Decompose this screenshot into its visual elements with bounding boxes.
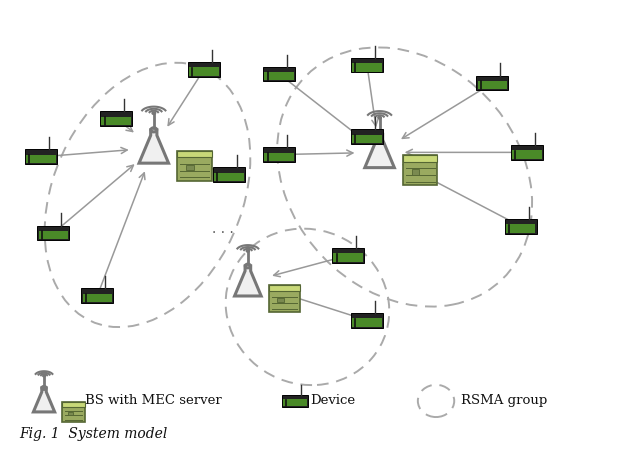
Text: Device: Device bbox=[310, 394, 356, 408]
Polygon shape bbox=[139, 130, 168, 163]
Bar bbox=[101, 117, 131, 125]
Bar bbox=[264, 72, 294, 80]
Bar bbox=[62, 402, 84, 422]
Circle shape bbox=[377, 132, 383, 136]
Bar bbox=[25, 149, 57, 164]
Bar bbox=[403, 155, 438, 162]
Bar bbox=[269, 285, 300, 291]
Bar bbox=[352, 318, 382, 327]
Polygon shape bbox=[365, 134, 394, 168]
Circle shape bbox=[151, 128, 157, 132]
Bar bbox=[264, 153, 294, 161]
Bar bbox=[283, 399, 307, 406]
Bar bbox=[38, 226, 69, 240]
Bar bbox=[333, 253, 363, 262]
Bar bbox=[282, 395, 308, 407]
Text: BS with MEC server: BS with MEC server bbox=[85, 394, 221, 408]
Polygon shape bbox=[235, 266, 261, 296]
Bar bbox=[332, 248, 364, 263]
Bar bbox=[62, 402, 84, 407]
Bar bbox=[352, 63, 382, 72]
Bar bbox=[477, 75, 508, 90]
Bar bbox=[213, 167, 245, 182]
Bar bbox=[26, 155, 56, 163]
Bar bbox=[83, 293, 112, 302]
Text: · · ·: · · · bbox=[212, 226, 234, 240]
Bar bbox=[506, 224, 536, 233]
Bar bbox=[263, 147, 295, 162]
Bar bbox=[477, 81, 508, 90]
Polygon shape bbox=[33, 388, 54, 412]
Text: RSMA group: RSMA group bbox=[461, 394, 547, 408]
Bar bbox=[505, 219, 537, 234]
Text: Fig. 1  System model: Fig. 1 System model bbox=[19, 427, 167, 441]
Bar bbox=[214, 173, 244, 181]
Circle shape bbox=[246, 250, 250, 252]
Bar bbox=[189, 68, 219, 76]
Bar bbox=[412, 170, 419, 175]
Bar bbox=[351, 129, 383, 144]
Bar bbox=[351, 58, 383, 72]
Bar bbox=[403, 155, 438, 186]
Bar bbox=[186, 165, 193, 170]
Bar bbox=[38, 231, 68, 239]
Bar bbox=[263, 67, 295, 81]
Bar bbox=[177, 151, 212, 157]
Bar bbox=[68, 412, 73, 415]
Bar bbox=[351, 313, 383, 328]
Bar bbox=[352, 135, 382, 143]
Bar bbox=[81, 288, 113, 303]
Bar bbox=[277, 298, 284, 303]
Bar bbox=[100, 112, 132, 126]
Bar bbox=[512, 150, 541, 159]
Circle shape bbox=[42, 387, 46, 389]
Circle shape bbox=[245, 264, 250, 268]
Bar bbox=[511, 145, 543, 160]
Circle shape bbox=[152, 112, 156, 114]
Circle shape bbox=[43, 375, 45, 377]
Bar bbox=[188, 62, 220, 77]
Bar bbox=[269, 285, 300, 312]
Circle shape bbox=[378, 117, 381, 119]
Bar bbox=[177, 151, 212, 181]
